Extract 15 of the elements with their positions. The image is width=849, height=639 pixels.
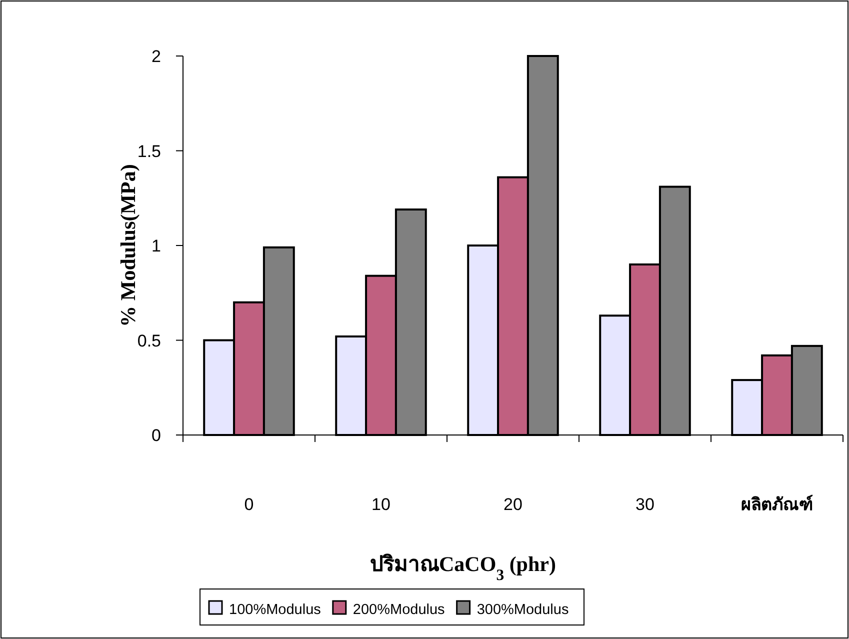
y-tick-label: 1 [152, 236, 161, 256]
legend-label: 100%Modulus [229, 602, 321, 618]
y-axis-title: % Modulus(MPa) [116, 164, 140, 327]
x-tick-label: 20 [504, 495, 522, 514]
x-tick-label: 10 [372, 495, 390, 514]
y-tick-label: 0 [152, 426, 161, 445]
x-tick-label: ผลิตภัณฑ์ [741, 494, 813, 515]
legend-label: 200%Modulus [352, 602, 445, 618]
x-tick-label: 0 [244, 495, 254, 514]
y-tick-label: 0.5 [137, 331, 161, 350]
x-axis-title: ปริมาณCaCO$_{3}$ (phr) [370, 552, 556, 584]
y-tick-label: 1.5 [137, 142, 161, 161]
legend-label: 300%Modulus [476, 602, 569, 618]
y-tick-label: 2 [152, 47, 161, 66]
x-tick-label: 30 [636, 495, 654, 514]
